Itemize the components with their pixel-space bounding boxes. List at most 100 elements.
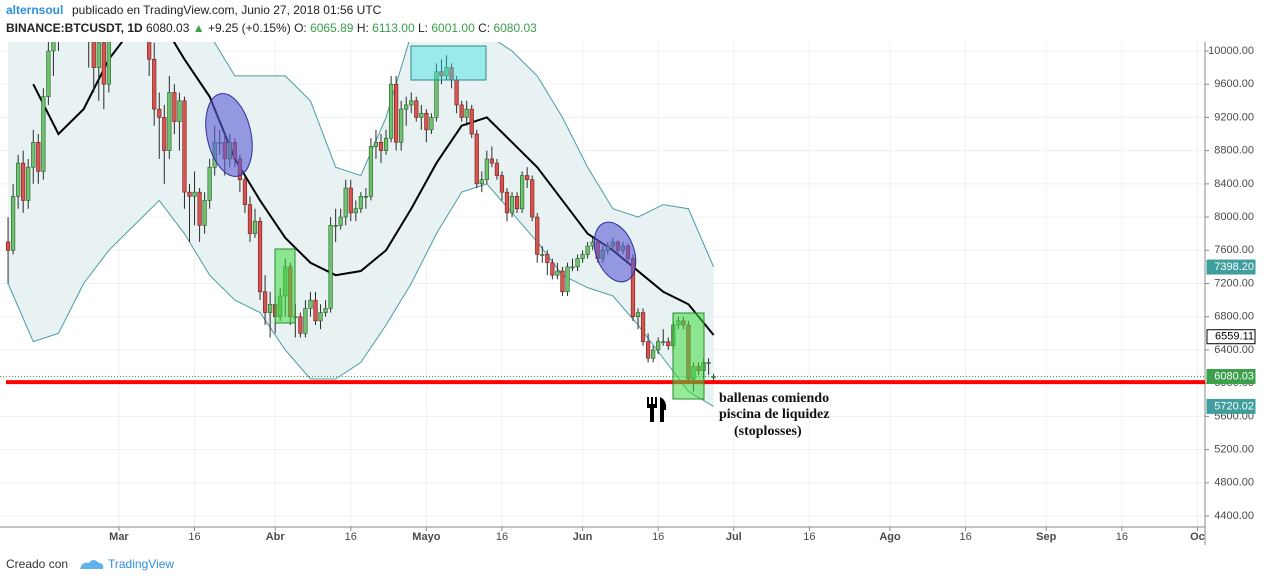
candle-body [424, 112, 429, 131]
y-tick-label: 4800.00 [1214, 477, 1254, 489]
candle-body [328, 225, 333, 309]
candle-body [640, 312, 646, 342]
candle-body [550, 262, 555, 276]
candle-body [399, 108, 404, 143]
candle-body [469, 108, 474, 135]
ohlc-label: O: [294, 21, 307, 35]
cyan-box [410, 45, 487, 81]
candle-body [409, 100, 414, 106]
candle-body [303, 308, 308, 334]
ohlc-label: C: [478, 21, 490, 35]
candle-body [313, 299, 318, 322]
ohlc-value: 6001.00 [431, 21, 475, 35]
x-tick-label: Jun [573, 531, 593, 543]
price-label: 7398.20 [1214, 261, 1254, 273]
candle-body [439, 71, 444, 77]
x-tick-label: Mayo [412, 531, 440, 543]
candle-body [651, 349, 656, 359]
green-box [672, 312, 705, 400]
x-tick-label: 16 [345, 531, 357, 543]
candle-body [247, 204, 253, 234]
candle-body [535, 216, 540, 255]
price-label-box [1206, 259, 1256, 275]
green-box [274, 248, 296, 324]
price-label-box [1206, 369, 1256, 385]
candle-body [404, 104, 409, 110]
candle-body [635, 312, 641, 318]
candle-body [91, 42, 96, 68]
candle-body [167, 92, 172, 151]
candle-body [378, 142, 384, 151]
candle-body [368, 146, 374, 197]
candle-body [429, 117, 434, 131]
candle-body [147, 42, 152, 60]
y-tick-label: 7200.00 [1214, 277, 1254, 289]
candle-body [575, 258, 580, 268]
footer-brand[interactable]: TradingView [108, 557, 174, 571]
x-tick-label: Ago [879, 531, 901, 543]
x-tick-label: 16 [496, 531, 508, 543]
x-tick-label: 16 [959, 531, 971, 543]
candle-body [197, 191, 202, 226]
axes: 4400.004800.005200.005600.006000.006400.… [109, 45, 1254, 543]
annotation-text: (stoplosses) [734, 424, 802, 439]
candle-body [514, 196, 520, 210]
x-tick-label: 16 [1116, 531, 1128, 543]
y-tick-label: 9600.00 [1214, 78, 1254, 90]
candle-body [666, 341, 671, 347]
candle-body [646, 341, 651, 359]
y-tick-label: 8800.00 [1214, 145, 1254, 157]
candle-body [31, 142, 36, 168]
candle-body [560, 270, 565, 293]
candle-body [459, 104, 464, 118]
candle-body [565, 266, 570, 293]
candle-body [656, 341, 661, 351]
candle-body [388, 83, 394, 139]
footer-text: Creado con [6, 557, 68, 571]
band-line [7, 183, 714, 407]
y-tick-label: 4400.00 [1214, 510, 1254, 522]
candle-body [383, 137, 389, 151]
candle-body [308, 299, 313, 309]
ohlc-label: H: [357, 21, 369, 35]
candle-body [711, 376, 716, 378]
candle-body [343, 187, 348, 218]
candle-body [545, 254, 550, 264]
candle-body [520, 175, 525, 210]
candle-body [242, 179, 248, 205]
y-tick-label: 8400.00 [1214, 178, 1254, 190]
logo [80, 560, 104, 569]
ohlc-value: 6113.00 [372, 21, 415, 35]
fork-knife-icon [647, 397, 667, 422]
x-tick-label: Sep [1036, 531, 1056, 543]
candle-body [106, 42, 111, 85]
annotation-text: piscina de liquidez [719, 407, 829, 422]
candle-body [36, 142, 41, 172]
ellipse [593, 221, 637, 283]
x-tick-label: Mar [109, 531, 129, 543]
candle-body [182, 100, 187, 193]
price-label: 6080.03 [1214, 370, 1254, 382]
candle-body [570, 266, 575, 269]
ellipse [205, 93, 253, 177]
candle-body [489, 158, 494, 164]
author[interactable]: alternsoul [6, 3, 63, 17]
candle-body [41, 96, 46, 172]
candle-body [353, 208, 358, 214]
candle-body [504, 191, 510, 214]
annotations [205, 45, 705, 422]
price-label-box [1206, 398, 1256, 414]
candle-body [152, 58, 157, 110]
candle-body [187, 191, 192, 197]
candle-body [358, 196, 363, 210]
candle-body [540, 254, 545, 256]
y-tick-label: 10000.00 [1208, 45, 1254, 57]
candle-body [21, 162, 26, 201]
candle-body [257, 220, 263, 293]
annotation-text: ballenas comiendo [719, 391, 829, 406]
candle-body [419, 112, 424, 118]
candle-body [479, 179, 484, 185]
candle-body [96, 42, 101, 68]
x-tick-label: Oc [1190, 531, 1205, 543]
